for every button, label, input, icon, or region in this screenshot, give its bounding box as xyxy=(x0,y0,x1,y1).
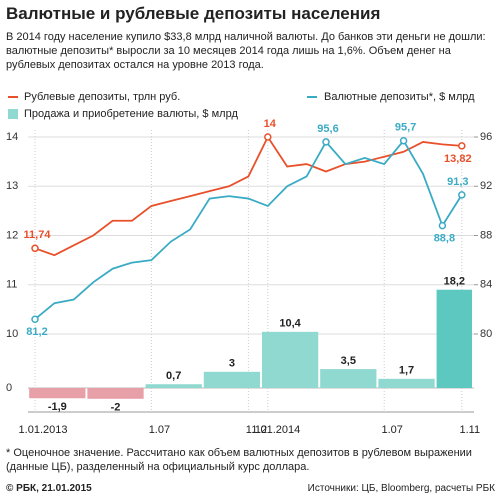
data-label: 14 xyxy=(264,118,277,130)
subtitle: В 2014 году население купило $33,8 млрд … xyxy=(6,31,486,71)
legend-label: Продажа и приобретение валюты, $ млрд xyxy=(24,108,238,120)
x-tick-label: 1.11 xyxy=(460,424,481,436)
y-tick-label: 14 xyxy=(6,131,18,143)
data-label: 88,8 xyxy=(434,233,455,245)
data-label: -2 xyxy=(111,402,121,414)
line xyxy=(34,139,463,320)
data-label: 95,7 xyxy=(395,122,416,134)
legend-label: Валютные депозиты*, $ млрд xyxy=(324,91,475,103)
y2-tick-label: 92 xyxy=(480,180,492,192)
data-label: 13,82 xyxy=(444,153,472,165)
data-label: 10,4 xyxy=(279,318,301,330)
x-tick-label: 1.07 xyxy=(149,424,170,436)
y2-tick-label: 88 xyxy=(480,229,492,241)
bar xyxy=(203,371,261,388)
source: Источники: ЦБ, Bloomberg, расчеты РБК xyxy=(307,483,495,494)
data-label: 81,2 xyxy=(26,326,47,338)
y-tick-label: 11 xyxy=(6,279,17,291)
legend-label: Рублевые депозиты, трлн руб. xyxy=(24,91,180,103)
copyright: © РБК, 21.01.2015 xyxy=(6,483,92,494)
x-tick-label: 1.12 xyxy=(246,424,267,436)
data-label: -1,9 xyxy=(48,401,67,413)
footnote: * Оценочное значение. Рассчитано как объ… xyxy=(6,447,472,473)
x-tick-label: 1.01.2014 xyxy=(251,424,300,436)
data-label: 1,7 xyxy=(399,365,414,377)
data-label: 18,2 xyxy=(444,276,465,288)
marker xyxy=(322,138,330,146)
y-tick-label: 13 xyxy=(6,180,18,192)
marker xyxy=(264,133,272,141)
data-label: 3 xyxy=(229,358,235,370)
marker xyxy=(31,315,39,323)
legend-swatch xyxy=(8,109,18,119)
bar xyxy=(436,289,472,388)
bar xyxy=(320,369,377,388)
bar xyxy=(145,384,202,388)
data-label: 0,7 xyxy=(166,370,181,382)
y-tick-label: 12 xyxy=(6,229,18,241)
data-label: 3,5 xyxy=(341,355,356,367)
title: Валютные и рублевые депозиты населения xyxy=(6,4,381,23)
y-tick-label: 10 xyxy=(6,328,18,340)
x-tick-label: 1.07 xyxy=(381,424,402,436)
marker xyxy=(399,136,408,145)
y2-tick-label: 80 xyxy=(480,328,492,340)
x-tick-label: 1.01.2013 xyxy=(19,424,68,436)
bar xyxy=(87,388,144,399)
marker xyxy=(458,191,466,199)
marker xyxy=(458,142,466,150)
bar xyxy=(29,388,86,399)
bar xyxy=(378,378,435,388)
y-tick-label: 0 xyxy=(6,382,12,394)
marker xyxy=(438,221,447,230)
y2-tick-label: 84 xyxy=(480,279,492,291)
data-label: 91,3 xyxy=(447,176,468,188)
bar xyxy=(261,331,319,388)
data-label: 11,74 xyxy=(24,229,52,241)
marker xyxy=(31,244,39,253)
data-label: 95,6 xyxy=(317,123,338,135)
y2-tick-label: 96 xyxy=(480,131,492,143)
